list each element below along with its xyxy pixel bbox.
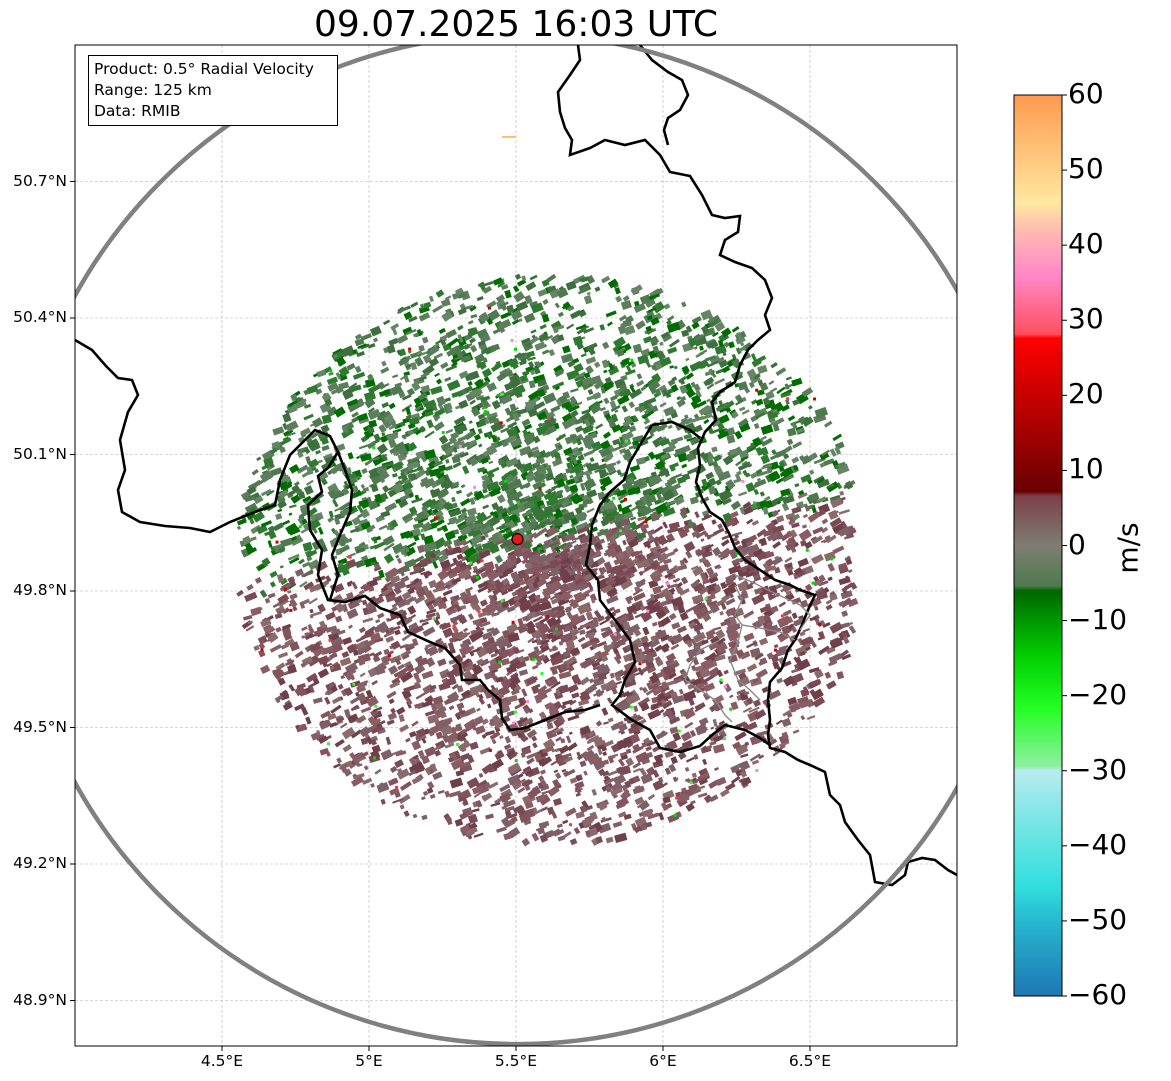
axis-ticks [70,181,811,1051]
radar-site-marker[interactable] [511,533,524,546]
lat-tick-label: 50.1°N [13,444,67,463]
lon-tick-label: 4.5°E [200,1052,244,1070]
country-border-germany [556,45,957,887]
lon-tick-label: 6.5°E [788,1052,832,1070]
lon-tick-label: 6°E [649,1052,677,1070]
colorbar-tick-label: −30 [1068,752,1128,786]
data-source-label: Data: RMIB [94,102,181,120]
colorbar-tick-label: −60 [1068,978,1128,1011]
region-border-saarland [684,574,811,723]
lat-tick-label: 49.8°N [13,581,67,599]
colorbar-tick-label: −40 [1068,827,1128,861]
product-info-box: Product: 0.5° Radial Velocity Range: 125… [88,55,338,126]
velocity-echoes [236,136,859,847]
range-ring [75,45,957,1046]
lat-tick-label: 48.9°N [13,990,67,1009]
lat-tick-label: 50.7°N [13,171,67,190]
lon-tick-label: 5.5°E [494,1052,538,1070]
country-border-belgium-lux [328,451,354,601]
colorbar-ticks [1062,94,1067,997]
lat-tick-label: 49.2°N [13,854,67,872]
colorbar-tick-label: 20 [1068,377,1104,411]
colorbar-unit-label: m/s [1111,522,1145,574]
colorbar-tick-label: 30 [1068,302,1104,336]
colorbar-tick-label: 0 [1068,527,1086,561]
lat-tick-label: 50.4°N [13,308,67,326]
range-label: Range: 125 km [94,81,212,99]
country-border-belgium-west [75,338,601,732]
colorbar-tick-label: 10 [1068,452,1104,486]
product-label: Product: 0.5° Radial Velocity [94,60,314,78]
colorbar-tick-label: −10 [1068,602,1128,636]
country-border-luxembourg [584,420,771,754]
colorbar-tick-label: 40 [1068,227,1104,261]
colorbar-tick-label: −50 [1068,902,1128,936]
lat-tick-label: 49.5°N [13,717,67,736]
colorbar-tick-label: 60 [1068,77,1104,110]
lon-tick-label: 5°E [355,1052,383,1070]
colorbar [1013,94,1063,997]
colorbar-tick-label: 50 [1068,152,1104,186]
country-border-germany-north [638,45,690,146]
colorbar-tick-label: −20 [1068,677,1128,711]
plot-title: 09.07.2025 16:03 UTC [313,4,719,45]
